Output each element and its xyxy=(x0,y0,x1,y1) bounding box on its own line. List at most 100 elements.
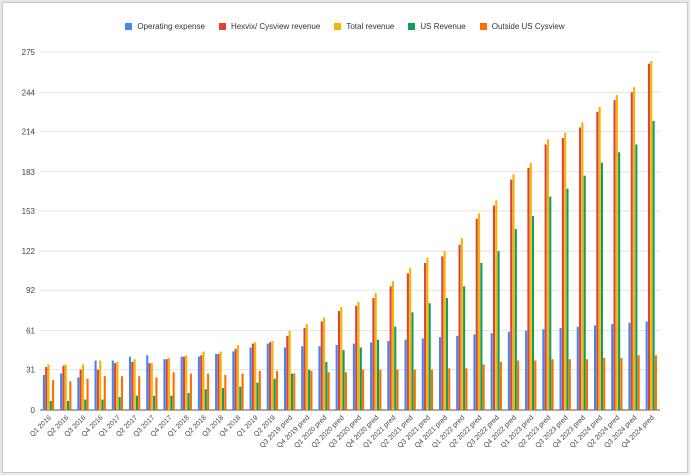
bar xyxy=(463,286,466,410)
bar xyxy=(94,360,97,410)
bar xyxy=(413,369,416,410)
bar xyxy=(99,360,102,410)
bar xyxy=(96,369,99,410)
bar xyxy=(630,92,633,411)
legend-swatch xyxy=(125,23,133,30)
legend-label: US Revenue xyxy=(420,22,466,31)
bar xyxy=(645,321,648,410)
bar xyxy=(389,286,392,410)
bar xyxy=(60,373,63,410)
bar xyxy=(421,338,424,410)
bar xyxy=(551,359,554,410)
bar xyxy=(406,273,409,410)
bar xyxy=(396,369,399,410)
bar xyxy=(478,213,481,410)
bar xyxy=(101,399,104,410)
bar xyxy=(372,298,375,410)
bar xyxy=(241,373,244,410)
bar xyxy=(249,347,252,410)
bar xyxy=(224,374,227,410)
bar xyxy=(534,360,537,410)
bar xyxy=(344,372,347,410)
bar xyxy=(45,367,48,410)
legend-swatch xyxy=(408,23,416,30)
bar xyxy=(596,111,599,410)
bar xyxy=(362,369,365,410)
bar xyxy=(232,351,235,410)
bar xyxy=(182,356,186,410)
bar xyxy=(197,356,200,410)
legend-item: Outside US Cysview xyxy=(479,22,565,31)
bar xyxy=(559,327,562,410)
bar xyxy=(564,132,567,411)
y-tick-label: 0 xyxy=(31,406,36,415)
bar xyxy=(116,361,119,410)
bar xyxy=(256,382,259,410)
y-tick-label: 183 xyxy=(22,168,36,177)
bar xyxy=(168,357,171,410)
bar xyxy=(180,356,183,410)
bar xyxy=(62,365,65,410)
bar xyxy=(615,94,618,411)
bar xyxy=(120,376,124,410)
bar xyxy=(283,347,287,410)
y-tick-label: 275 xyxy=(22,48,36,57)
bar xyxy=(409,268,412,410)
bar xyxy=(514,229,517,410)
bar xyxy=(172,372,175,410)
bar xyxy=(303,327,306,410)
bar xyxy=(357,301,360,410)
bar xyxy=(308,369,311,410)
bar xyxy=(652,120,655,410)
bar xyxy=(387,341,390,410)
bar xyxy=(430,369,434,410)
bar xyxy=(200,355,203,410)
bar xyxy=(185,355,188,410)
bar xyxy=(445,298,448,410)
bar xyxy=(495,200,498,410)
bar xyxy=(374,292,377,410)
bar xyxy=(633,87,636,410)
bar xyxy=(69,381,72,410)
bar xyxy=(320,321,323,410)
bar xyxy=(340,307,343,410)
bar xyxy=(579,127,582,410)
bar xyxy=(293,373,296,410)
bar xyxy=(458,244,461,410)
bar xyxy=(460,238,463,410)
bar xyxy=(42,374,45,410)
bar xyxy=(475,218,478,410)
y-tick-label: 122 xyxy=(22,247,36,256)
bar xyxy=(318,346,321,410)
bar xyxy=(598,106,601,410)
bar xyxy=(163,359,166,410)
bar xyxy=(647,63,651,410)
bar xyxy=(219,351,222,410)
bar xyxy=(542,329,545,410)
bar xyxy=(187,393,190,410)
bar xyxy=(77,377,80,410)
bar xyxy=(635,144,638,411)
bar xyxy=(52,380,55,410)
bar xyxy=(603,357,606,410)
bar xyxy=(239,386,242,410)
bar xyxy=(325,361,328,410)
bar xyxy=(323,317,326,410)
bar xyxy=(456,335,459,410)
bar xyxy=(269,342,272,410)
bar xyxy=(600,162,603,410)
bar xyxy=(170,395,173,410)
bar xyxy=(271,341,274,410)
bar xyxy=(251,343,254,410)
bar xyxy=(482,364,485,410)
bar xyxy=(490,333,493,410)
legend-swatch xyxy=(334,23,342,30)
y-tick-label: 153 xyxy=(22,207,36,216)
bar xyxy=(391,281,395,410)
bar xyxy=(155,377,158,410)
bar xyxy=(379,369,382,410)
bar xyxy=(581,122,584,410)
bar xyxy=(370,342,373,410)
bar xyxy=(611,324,614,410)
bar xyxy=(411,312,414,410)
